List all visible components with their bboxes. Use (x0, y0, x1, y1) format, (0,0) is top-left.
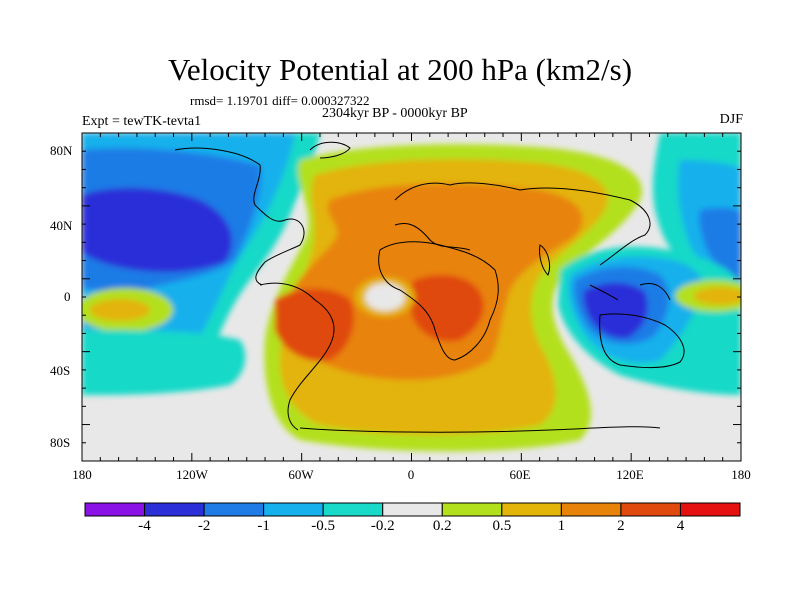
colorbar-swatch (560, 502, 622, 517)
statistics-text: rmsd= 1.19701 diff= 0.000327322 (190, 93, 370, 108)
lon-tick-label: 180 (72, 467, 92, 482)
experiment-label: Expt = tewTK-tevta1 (82, 114, 202, 129)
colorbar-label: 4 (676, 518, 685, 534)
colorbar-swatch (441, 502, 503, 517)
period-text: 2304kyr BP - 0000kyr BP (322, 106, 468, 121)
colorbar (84, 502, 741, 517)
colorbar-label: 2 (617, 518, 625, 534)
colorbar-label: 1 (557, 518, 566, 534)
colorbar-swatch (84, 502, 146, 517)
colorbar-swatch (322, 502, 384, 517)
lon-tick-label: 120E (616, 467, 644, 482)
colorbar-label: 0.5 (492, 518, 512, 534)
lon-tick-label: 180 (731, 467, 751, 482)
colorbar-swatch (263, 502, 324, 517)
map-title: Velocity Potential at 200 hPa (km2/s) (167, 52, 633, 87)
colorbar-label: 0.2 (432, 518, 452, 534)
tick-marks (81, 132, 742, 462)
colorbar-label: -1 (257, 518, 270, 534)
lon-tick-label: 120W (176, 467, 208, 482)
coastlines (174, 141, 685, 433)
lat-tick-label: 80N (50, 143, 73, 158)
colorbar-label: -4 (138, 518, 151, 534)
colorbar-label: -0.5 (311, 518, 336, 534)
season-label: DJF (719, 112, 743, 127)
lat-tick-label: 80S (50, 435, 71, 450)
colorbar-swatch (203, 502, 265, 517)
lon-tick-label: 60E (509, 467, 531, 482)
colorbar-swatch (144, 502, 205, 517)
colorbar-label: -2 (197, 518, 211, 534)
contour-field (82, 133, 741, 461)
colorbar-swatch (620, 502, 681, 517)
lon-tick-label: 60W (288, 467, 314, 482)
lat-tick-label: 0 (64, 289, 71, 304)
colorbar-swatch (679, 502, 741, 517)
lat-tick-label: 40N (50, 218, 73, 233)
colorbar-label: -0.2 (370, 518, 395, 534)
lon-tick-label: 0 (407, 467, 415, 482)
colorbar-swatch (501, 502, 562, 517)
colorbar-swatch (382, 502, 443, 517)
lat-tick-label: 40S (50, 363, 71, 378)
